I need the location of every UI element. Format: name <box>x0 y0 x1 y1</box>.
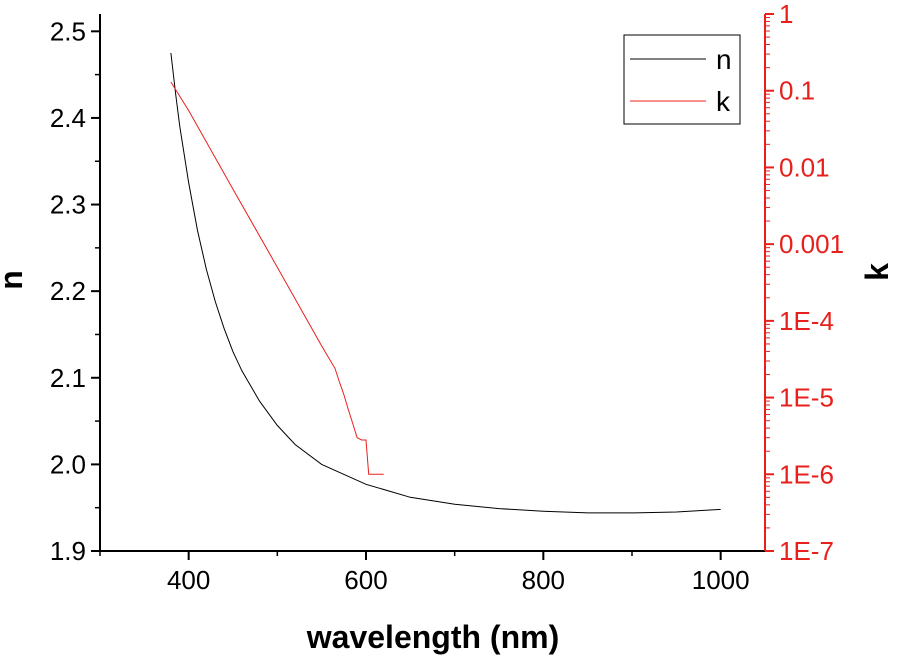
series-line-n <box>170 52 721 514</box>
x-tick-label: 600 <box>344 565 387 595</box>
y-right-tick-label: 1 <box>779 0 793 29</box>
y-right-tick-label: 0.001 <box>779 229 844 259</box>
y-left-tick-label: 2.4 <box>50 103 86 133</box>
x-tick-label: 800 <box>522 565 565 595</box>
y-right-tick-label: 1E-7 <box>779 536 834 566</box>
y-right-tick-label: 1E-5 <box>779 383 834 413</box>
y-left-tick-label: 2.2 <box>50 276 86 306</box>
plot-area <box>99 14 766 552</box>
y-right-tick-label: 0.01 <box>779 152 830 182</box>
y-axis-right-title: k <box>859 263 895 281</box>
y-left-tick-label: 2.1 <box>50 363 86 393</box>
x-tick-label: 400 <box>167 565 210 595</box>
x-axis: 400 600 800 1000 <box>99 551 750 595</box>
y-left-tick-label: 2.0 <box>50 449 86 479</box>
y-left-tick-label: 2.5 <box>50 16 86 46</box>
legend-label-k: k <box>716 86 731 117</box>
y-axis-left: 1.9 2.0 2.1 2.2 2.3 2.4 2.5 <box>50 16 100 566</box>
y-right-tick-label: 1E-6 <box>779 459 834 489</box>
series-line-k <box>170 81 384 475</box>
legend: n k <box>623 34 741 125</box>
legend-box <box>623 34 741 125</box>
legend-label-n: n <box>716 44 732 75</box>
x-tick-label: 1000 <box>692 565 750 595</box>
y-left-tick-label: 1.9 <box>50 536 86 566</box>
y-right-tick-label: 1E-4 <box>779 306 834 336</box>
x-axis-title: wavelength (nm) <box>306 619 559 655</box>
y-left-tick-label: 2.3 <box>50 190 86 220</box>
series-layer <box>170 52 721 514</box>
y-right-tick-label: 0.1 <box>779 76 815 106</box>
y-axis-left-title: n <box>0 270 29 290</box>
y-axis-right: 1E-7 1E-6 1E-5 1E-4 0.001 0.01 0.1 1 <box>765 0 844 566</box>
